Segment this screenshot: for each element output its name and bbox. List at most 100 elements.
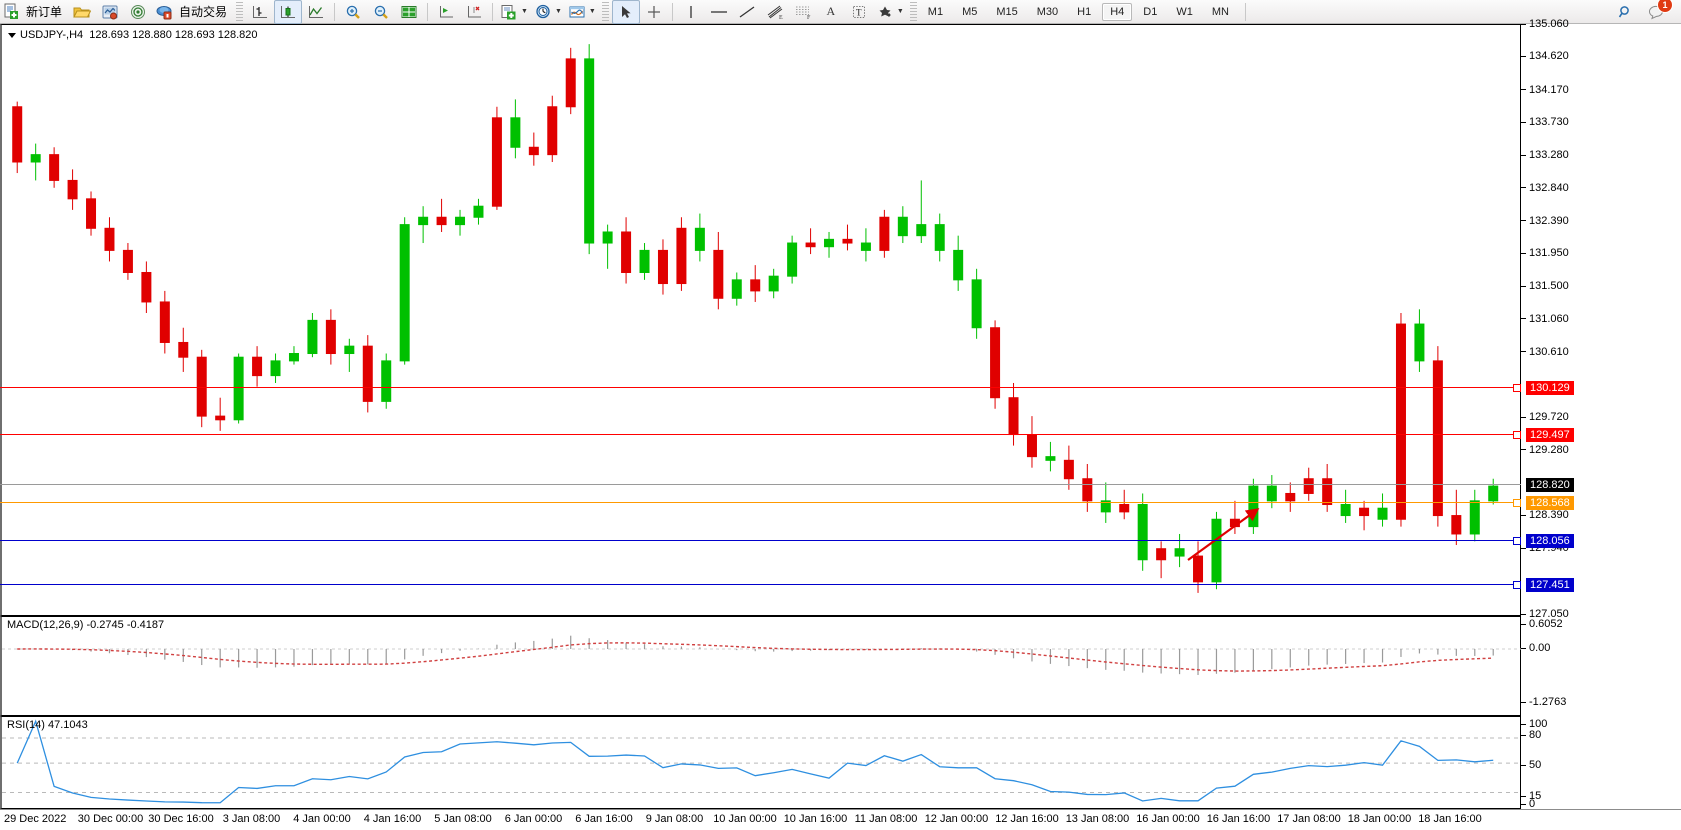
navigator-button[interactable]	[124, 0, 152, 24]
price-line-support[interactable]	[0, 584, 1521, 586]
price-line-current-price[interactable]	[0, 483, 1521, 485]
toolbar-grip-3[interactable]	[909, 1, 917, 22]
time-tick: 10 Jan 00:00	[713, 813, 777, 825]
shapes-icon	[879, 6, 891, 17]
indicators-icon	[569, 6, 585, 17]
price-line-handle[interactable]	[1513, 536, 1521, 545]
time-axis[interactable]: 29 Dec 2022 30 Dec 00:00 30 Dec 16:00 3 Jan…	[0, 809, 1681, 830]
rsi-label: RSI(14) 47.1043	[7, 719, 88, 731]
price-label-current-price[interactable]: 128.820	[1526, 477, 1574, 492]
cursor-button[interactable]	[611, 0, 640, 24]
price-line-handle[interactable]	[1513, 581, 1521, 590]
price-line-support[interactable]	[0, 539, 1521, 541]
price-line-resistance[interactable]	[0, 433, 1521, 435]
shapes-caret-icon[interactable]: ▼	[896, 8, 904, 15]
price-tick: 132.840	[1521, 182, 1569, 194]
line-chart-button[interactable]	[302, 0, 330, 24]
new-order-label: 新订单	[26, 5, 63, 19]
crosshair-icon	[647, 5, 660, 18]
price-label-support[interactable]: 127.451	[1526, 578, 1574, 593]
rsi-tick: 80	[1521, 729, 1541, 741]
timeframe-d1-button[interactable]: D1	[1143, 5, 1158, 18]
indicators-button[interactable]: ▼	[565, 0, 599, 24]
time-tick: 29 Dec 2022	[4, 813, 67, 825]
auto-trading-icon	[156, 5, 172, 19]
fibo-icon: F	[795, 6, 811, 20]
auto-trading-label: 自动交易	[179, 5, 228, 19]
price-tick: 133.280	[1521, 149, 1569, 161]
svg-text:F: F	[807, 15, 811, 20]
zoom-in-button[interactable]	[339, 0, 367, 24]
time-tick: 5 Jan 08:00	[434, 813, 492, 825]
price-tick: 128.390	[1521, 509, 1569, 521]
rsi-pane[interactable]: RSI(14) 47.1043	[0, 716, 1521, 809]
new-order-button[interactable]: 新订单	[0, 0, 68, 24]
macd-tick: 0.6052	[1521, 618, 1563, 630]
price-pane[interactable]: USDJPY-,H4 128.693 128.880 128.693 128.8…	[0, 24, 1521, 616]
notifications-button[interactable]: 1	[1643, 0, 1673, 24]
equidistant-channel-button[interactable]: E	[761, 0, 789, 24]
price-label-resistance[interactable]: 130.129	[1526, 381, 1574, 396]
period-caret-icon[interactable]: ▼	[554, 8, 562, 15]
auto-scroll-button[interactable]	[460, 0, 488, 24]
fibonacci-button[interactable]: F	[789, 0, 817, 24]
terminal-button[interactable]	[96, 0, 124, 24]
indicators-caret-icon[interactable]: ▼	[588, 8, 596, 15]
price-line-handle[interactable]	[1513, 430, 1521, 439]
text-button[interactable]: A	[817, 0, 845, 24]
text-label-button[interactable]: T	[845, 0, 873, 24]
timeframe-m30-button[interactable]: M30	[1036, 5, 1059, 18]
cursor-icon	[621, 5, 631, 18]
bar-chart-button[interactable]	[246, 0, 274, 24]
macd-pane[interactable]: MACD(12,26,9) -0.2745 -0.4187	[0, 616, 1521, 716]
price-tick: 135.060	[1521, 18, 1569, 30]
templates-button[interactable]: ▼	[497, 0, 531, 24]
price-axis[interactable]: 135.060 134.620 134.170 133.730 133.280 132.8…	[1521, 18, 1681, 810]
horizontal-line-button[interactable]	[705, 0, 733, 24]
time-tick: 18 Jan 00:00	[1347, 813, 1412, 825]
data-window-button[interactable]	[395, 0, 423, 24]
timeframe-h1-button[interactable]: H1	[1077, 5, 1092, 18]
price-line-handle[interactable]	[1513, 384, 1521, 393]
price-line-pivot[interactable]	[0, 502, 1521, 504]
price-label-pivot[interactable]: 128.568	[1526, 496, 1574, 511]
chart-menu-triangle-icon[interactable]	[8, 32, 16, 38]
price-tick: 129.720	[1521, 411, 1569, 423]
terminal-icon	[102, 5, 118, 19]
price-tick: 131.500	[1521, 280, 1569, 292]
folder-button[interactable]	[68, 0, 96, 24]
auto-trading-button[interactable]: 自动交易	[152, 0, 233, 24]
timeframe-m5-button[interactable]: M5	[962, 5, 978, 18]
crosshair-button[interactable]	[640, 0, 668, 24]
timeframe-m1-button[interactable]: M1	[927, 5, 944, 18]
zoom-out-button[interactable]	[367, 0, 395, 24]
shapes-button[interactable]: ▼	[873, 0, 907, 24]
price-line-resistance[interactable]	[0, 387, 1521, 389]
period-button[interactable]: ▼	[531, 0, 565, 24]
rsi-tick: 15	[1521, 790, 1541, 802]
timeframe-h4-button[interactable]: H4	[1102, 2, 1133, 21]
candlestick-chart-button[interactable]	[274, 0, 303, 24]
timeframe-w1-button[interactable]: W1	[1176, 5, 1193, 18]
price-label-support[interactable]: 128.056	[1526, 533, 1574, 548]
timeframe-m15-button[interactable]: M15	[996, 5, 1018, 18]
vertical-line-button[interactable]	[677, 0, 705, 24]
symbol-header: USDJPY-,H4 128.693 128.880 128.693 128.8…	[8, 29, 258, 41]
toolbar-grip-2[interactable]	[601, 1, 609, 22]
toolbar-grip-1[interactable]	[236, 1, 244, 22]
chart-plot-region[interactable]: USDJPY-,H4 128.693 128.880 128.693 128.8…	[0, 24, 1521, 809]
search-button[interactable]	[1611, 0, 1639, 24]
svg-text:T: T	[856, 7, 862, 17]
shift-end-button[interactable]	[432, 0, 460, 24]
trendline-button[interactable]	[733, 0, 761, 24]
time-tick: 12 Jan 16:00	[995, 813, 1059, 825]
price-line-handle[interactable]	[1513, 499, 1521, 508]
timeframe-mn-button[interactable]: MN	[1211, 5, 1229, 18]
templates-icon	[501, 4, 516, 19]
chart-area[interactable]: USDJPY-,H4 128.693 128.880 128.693 128.8…	[0, 18, 1681, 830]
toolbar-sep-4	[671, 2, 673, 21]
templates-caret-icon[interactable]: ▼	[521, 8, 528, 15]
shift-end-icon	[440, 5, 454, 17]
price-label-resistance[interactable]: 129.497	[1526, 427, 1574, 442]
toolbar-sep-2	[427, 2, 429, 21]
